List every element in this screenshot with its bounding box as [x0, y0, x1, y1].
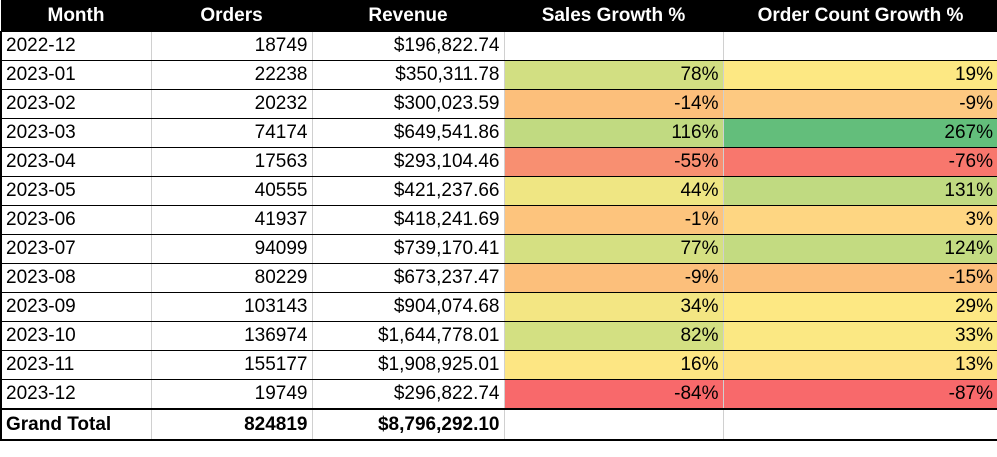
header-row: Month Orders Revenue Sales Growth % Orde…: [0, 0, 997, 32]
cell-orders[interactable]: 41937: [150, 205, 313, 235]
cell-sales-growth[interactable]: 77%: [503, 234, 724, 264]
table-row: 2023-03 74174 $649,541.86 116% 267%: [0, 118, 997, 148]
cell-orders[interactable]: 74174: [150, 118, 313, 148]
cell-orders[interactable]: 80229: [150, 263, 313, 293]
cell-orders[interactable]: 18749: [150, 31, 313, 61]
header-revenue[interactable]: Revenue: [311, 0, 505, 32]
grand-total-row: Grand Total 824819 $8,796,292.10: [0, 408, 997, 441]
cell-month[interactable]: 2023-03: [0, 118, 152, 148]
cell-sales-growth[interactable]: 78%: [503, 60, 724, 90]
cell-month[interactable]: 2023-04: [0, 147, 152, 177]
grand-total-order-count-growth[interactable]: [722, 408, 997, 441]
cell-sales-growth[interactable]: -84%: [503, 379, 724, 410]
cell-revenue[interactable]: $196,822.74: [311, 31, 505, 61]
cell-sales-growth[interactable]: -9%: [503, 263, 724, 293]
header-sales-growth[interactable]: Sales Growth %: [503, 0, 724, 32]
cell-revenue[interactable]: $418,241.69: [311, 205, 505, 235]
cell-order-count-growth[interactable]: 124%: [722, 234, 997, 264]
cell-sales-growth[interactable]: -14%: [503, 89, 724, 119]
cell-revenue[interactable]: $649,541.86: [311, 118, 505, 148]
table-row: 2023-05 40555 $421,237.66 44% 131%: [0, 176, 997, 206]
cell-orders[interactable]: 103143: [150, 292, 313, 322]
table-row: 2023-06 41937 $418,241.69 -1% 3%: [0, 205, 997, 235]
cell-month[interactable]: 2022-12: [0, 31, 152, 61]
pivot-table: Month Orders Revenue Sales Growth % Orde…: [0, 0, 997, 441]
cell-month[interactable]: 2023-07: [0, 234, 152, 264]
cell-revenue[interactable]: $296,822.74: [311, 379, 505, 410]
cell-order-count-growth[interactable]: 29%: [722, 292, 997, 322]
cell-month[interactable]: 2023-01: [0, 60, 152, 90]
cell-revenue[interactable]: $739,170.41: [311, 234, 505, 264]
cell-revenue[interactable]: $350,311.78: [311, 60, 505, 90]
cell-month[interactable]: 2023-10: [0, 321, 152, 351]
cell-orders[interactable]: 19749: [150, 379, 313, 410]
cell-sales-growth[interactable]: 44%: [503, 176, 724, 206]
cell-revenue[interactable]: $300,023.59: [311, 89, 505, 119]
table-row: 2023-12 19749 $296,822.74 -84% -87%: [0, 379, 997, 410]
cell-order-count-growth[interactable]: 19%: [722, 60, 997, 90]
grand-total-orders[interactable]: 824819: [150, 408, 313, 441]
cell-sales-growth[interactable]: [503, 31, 724, 61]
cell-order-count-growth[interactable]: -87%: [722, 379, 997, 410]
cell-month[interactable]: 2023-12: [0, 379, 152, 410]
grand-total-label[interactable]: Grand Total: [0, 408, 152, 441]
cell-orders[interactable]: 20232: [150, 89, 313, 119]
grand-total-sales-growth[interactable]: [503, 408, 724, 441]
table-row: 2023-11 155177 $1,908,925.01 16% 13%: [0, 350, 997, 380]
cell-month[interactable]: 2023-02: [0, 89, 152, 119]
cell-order-count-growth[interactable]: 33%: [722, 321, 997, 351]
table-row: 2023-04 17563 $293,104.46 -55% -76%: [0, 147, 997, 177]
cell-orders[interactable]: 22238: [150, 60, 313, 90]
cell-sales-growth[interactable]: 34%: [503, 292, 724, 322]
table-row: 2023-09 103143 $904,074.68 34% 29%: [0, 292, 997, 322]
table-row: 2023-07 94099 $739,170.41 77% 124%: [0, 234, 997, 264]
table-row: 2023-01 22238 $350,311.78 78% 19%: [0, 60, 997, 90]
cell-sales-growth[interactable]: 16%: [503, 350, 724, 380]
cell-order-count-growth[interactable]: 131%: [722, 176, 997, 206]
cell-order-count-growth[interactable]: -15%: [722, 263, 997, 293]
cell-sales-growth[interactable]: -55%: [503, 147, 724, 177]
cell-order-count-growth[interactable]: -9%: [722, 89, 997, 119]
cell-revenue[interactable]: $1,644,778.01: [311, 321, 505, 351]
cell-month[interactable]: 2023-05: [0, 176, 152, 206]
cell-revenue[interactable]: $293,104.46: [311, 147, 505, 177]
cell-revenue[interactable]: $673,237.47: [311, 263, 505, 293]
cell-orders[interactable]: 17563: [150, 147, 313, 177]
cell-order-count-growth[interactable]: 267%: [722, 118, 997, 148]
cell-orders[interactable]: 155177: [150, 350, 313, 380]
header-month[interactable]: Month: [0, 0, 152, 32]
cell-order-count-growth[interactable]: 13%: [722, 350, 997, 380]
cell-month[interactable]: 2023-11: [0, 350, 152, 380]
table-row: 2023-10 136974 $1,644,778.01 82% 33%: [0, 321, 997, 351]
cell-order-count-growth[interactable]: 3%: [722, 205, 997, 235]
cell-order-count-growth[interactable]: -76%: [722, 147, 997, 177]
cell-sales-growth[interactable]: 116%: [503, 118, 724, 148]
cell-month[interactable]: 2023-09: [0, 292, 152, 322]
cell-orders[interactable]: 94099: [150, 234, 313, 264]
cell-revenue[interactable]: $1,908,925.01: [311, 350, 505, 380]
cell-orders[interactable]: 136974: [150, 321, 313, 351]
table-row: 2022-12 18749 $196,822.74: [0, 31, 997, 61]
cell-order-count-growth[interactable]: [722, 31, 997, 61]
cell-month[interactable]: 2023-06: [0, 205, 152, 235]
cell-sales-growth[interactable]: -1%: [503, 205, 724, 235]
table-row: 2023-02 20232 $300,023.59 -14% -9%: [0, 89, 997, 119]
cell-revenue[interactable]: $904,074.68: [311, 292, 505, 322]
cell-orders[interactable]: 40555: [150, 176, 313, 206]
header-order-count-growth[interactable]: Order Count Growth %: [722, 0, 997, 32]
cell-month[interactable]: 2023-08: [0, 263, 152, 293]
header-orders[interactable]: Orders: [150, 0, 313, 32]
grand-total-revenue[interactable]: $8,796,292.10: [311, 408, 505, 441]
cell-revenue[interactable]: $421,237.66: [311, 176, 505, 206]
table-row: 2023-08 80229 $673,237.47 -9% -15%: [0, 263, 997, 293]
cell-sales-growth[interactable]: 82%: [503, 321, 724, 351]
